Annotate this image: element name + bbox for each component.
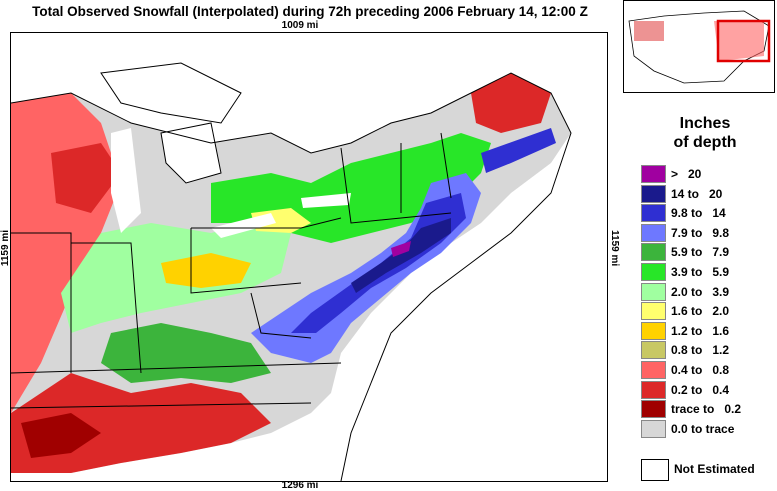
legend-not-estimated: Not Estimated bbox=[641, 459, 777, 481]
legend-title: Inches of depth bbox=[640, 114, 770, 152]
legend-label: trace to 0.2 bbox=[671, 402, 742, 417]
right-distance-label: 1159 mi bbox=[609, 230, 620, 267]
legend-swatch bbox=[641, 263, 666, 281]
legend-item: 0.4 to 0.8 bbox=[641, 361, 777, 380]
legend-label: > 20 bbox=[671, 167, 702, 181]
inset-focus-box bbox=[716, 19, 771, 63]
legend-swatch bbox=[641, 223, 666, 242]
legend-item: 5.9 to 7.9 bbox=[641, 243, 777, 262]
legend-swatch bbox=[641, 341, 666, 360]
region-maine-blue bbox=[481, 128, 556, 173]
legend-swatch bbox=[641, 204, 666, 223]
region-1-2-1-6 bbox=[161, 253, 251, 288]
legend-swatch bbox=[641, 380, 666, 399]
legend-item: 1.6 to 2.0 bbox=[641, 302, 777, 321]
legend-item: 9.8 to 14 bbox=[641, 204, 777, 223]
legend-item: > 20 bbox=[641, 165, 777, 184]
state-boundaries bbox=[11, 132, 452, 409]
legend-swatch-not-estimated bbox=[641, 459, 669, 481]
legend-label: 14 to 20 bbox=[671, 186, 723, 201]
legend-label: 3.9 to 5.9 bbox=[671, 265, 730, 279]
lake-superior bbox=[101, 63, 241, 123]
region-maine-red bbox=[471, 73, 551, 133]
legend-item: 14 to 20 bbox=[641, 184, 777, 204]
legend-label: 0.0 to trace bbox=[671, 421, 735, 436]
legend-label: 1.2 to 1.6 bbox=[671, 323, 730, 338]
legend-label: 5.9 to 7.9 bbox=[671, 245, 730, 260]
region-5-9-7-9 bbox=[101, 323, 271, 383]
legend-item: 7.9 to 9.8 bbox=[641, 223, 777, 243]
snowfall-map-svg bbox=[11, 33, 607, 481]
lake-huron bbox=[161, 123, 221, 183]
legend-swatch bbox=[641, 321, 666, 340]
legend-label: 0.4 to 0.8 bbox=[671, 363, 730, 377]
legend-item: 2.0 to 3.9 bbox=[641, 282, 777, 302]
legend-swatch bbox=[641, 282, 666, 301]
legend-item: 0.2 to 0.4 bbox=[641, 380, 777, 400]
legend-label: 2.0 to 3.9 bbox=[671, 284, 730, 299]
legend-swatch bbox=[641, 184, 666, 203]
snowfall-map bbox=[10, 32, 608, 482]
legend-item: 3.9 to 5.9 bbox=[641, 263, 777, 282]
lake-michigan bbox=[111, 128, 141, 233]
region-14-20 bbox=[351, 218, 451, 293]
lake-ontario bbox=[301, 193, 351, 208]
map-title: Total Observed Snowfall (Interpolated) d… bbox=[32, 4, 588, 19]
top-distance-label: 1009 mi bbox=[281, 20, 319, 31]
legend-item: trace to 0.2 bbox=[641, 400, 777, 419]
bottom-distance-label: 1296 mi bbox=[281, 480, 319, 491]
legend-label: 0.2 to 0.4 bbox=[671, 382, 730, 397]
legend-swatch bbox=[641, 400, 666, 419]
legend-swatch bbox=[641, 361, 666, 379]
legend-label-not-estimated: Not Estimated bbox=[674, 462, 755, 476]
legend-label: 0.8 to 1.2 bbox=[671, 343, 730, 358]
legend-item: 0.8 to 1.2 bbox=[641, 341, 777, 360]
atlantic-ocean bbox=[341, 113, 607, 481]
coastlines bbox=[11, 62, 572, 481]
legend-swatch bbox=[641, 419, 666, 438]
legend-swatch bbox=[641, 243, 666, 262]
legend-label: 9.8 to 14 bbox=[671, 206, 726, 221]
legend-title-line1: Inches bbox=[679, 115, 731, 132]
lake-erie bbox=[211, 213, 276, 238]
region-trace bbox=[21, 413, 101, 458]
legend-item: 0.0 to trace bbox=[641, 419, 777, 439]
locator-inset-map bbox=[623, 0, 775, 93]
region-over-20 bbox=[391, 241, 411, 257]
legend-swatch bbox=[641, 302, 666, 321]
legend-label: 7.9 to 9.8 bbox=[671, 225, 730, 240]
locator-inset-svg bbox=[628, 10, 771, 84]
legend-title-line2: of depth bbox=[673, 134, 737, 151]
legend-label: 1.6 to 2.0 bbox=[671, 304, 730, 319]
legend-swatch bbox=[641, 165, 666, 183]
region-michigan-red bbox=[51, 143, 121, 213]
legend-item: 1.2 to 1.6 bbox=[641, 321, 777, 341]
